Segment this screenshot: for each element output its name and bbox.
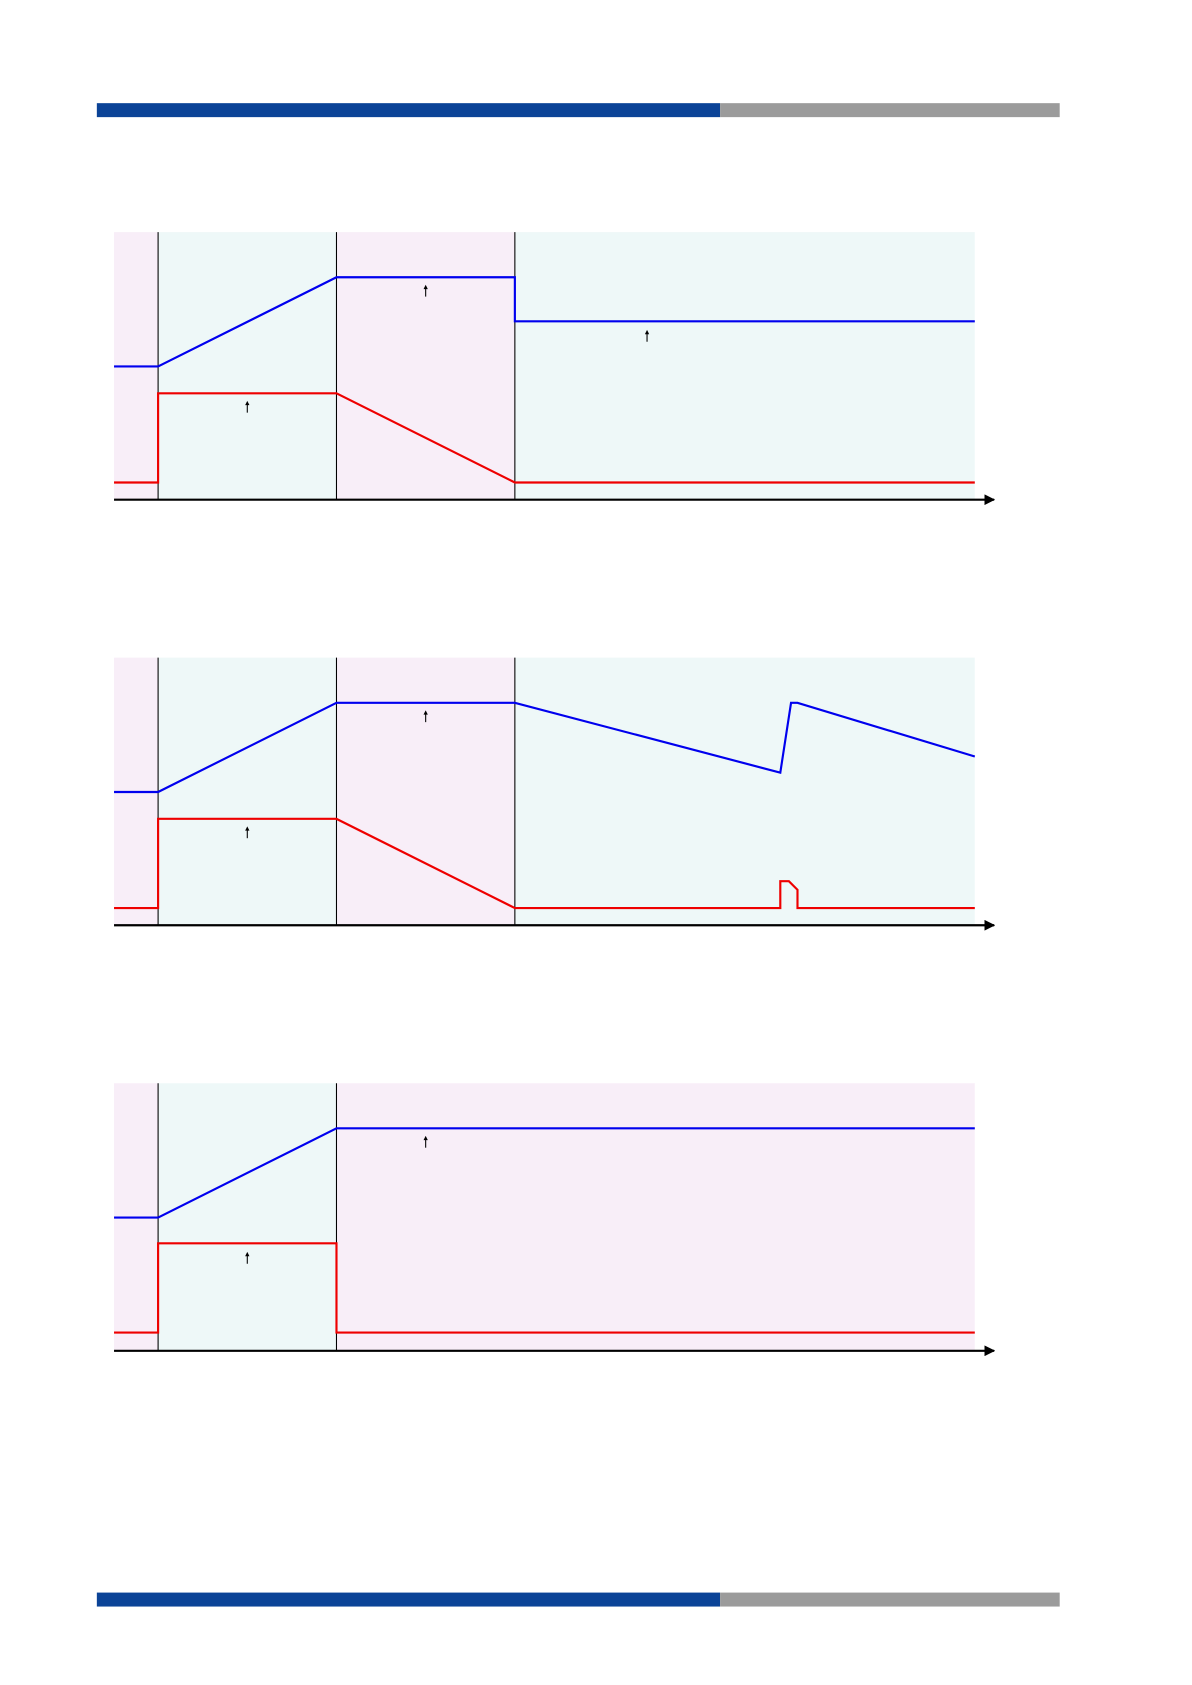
phase-panel [336, 1083, 975, 1351]
blue-curve [114, 1127, 975, 1219]
phase-panel [336, 657, 515, 926]
footer-bar-blue [96, 1592, 721, 1607]
phase-panel [158, 1083, 337, 1351]
phase-panel [158, 657, 337, 926]
blue-curve [114, 276, 975, 368]
blue-curve [114, 701, 976, 794]
footer-bar-gray [720, 1592, 1060, 1607]
marker-arrow-head [423, 710, 428, 715]
red-curve [114, 817, 975, 910]
header-bar-gray [720, 103, 1060, 118]
red-curve [114, 392, 975, 484]
marker-arrow-head [423, 284, 428, 290]
marker-arrow-head [644, 329, 650, 335]
header-bar-blue [96, 103, 721, 118]
phase-panel [514, 657, 975, 926]
marker-arrow-head [245, 400, 250, 406]
phase-panel [336, 232, 515, 500]
phase-panel [514, 232, 975, 500]
phase-panel [158, 232, 337, 500]
red-curve [114, 1242, 975, 1334]
marker-arrow-head [423, 1135, 428, 1141]
marker-arrow-head [245, 1251, 250, 1257]
marker-arrow-head [245, 826, 250, 831]
